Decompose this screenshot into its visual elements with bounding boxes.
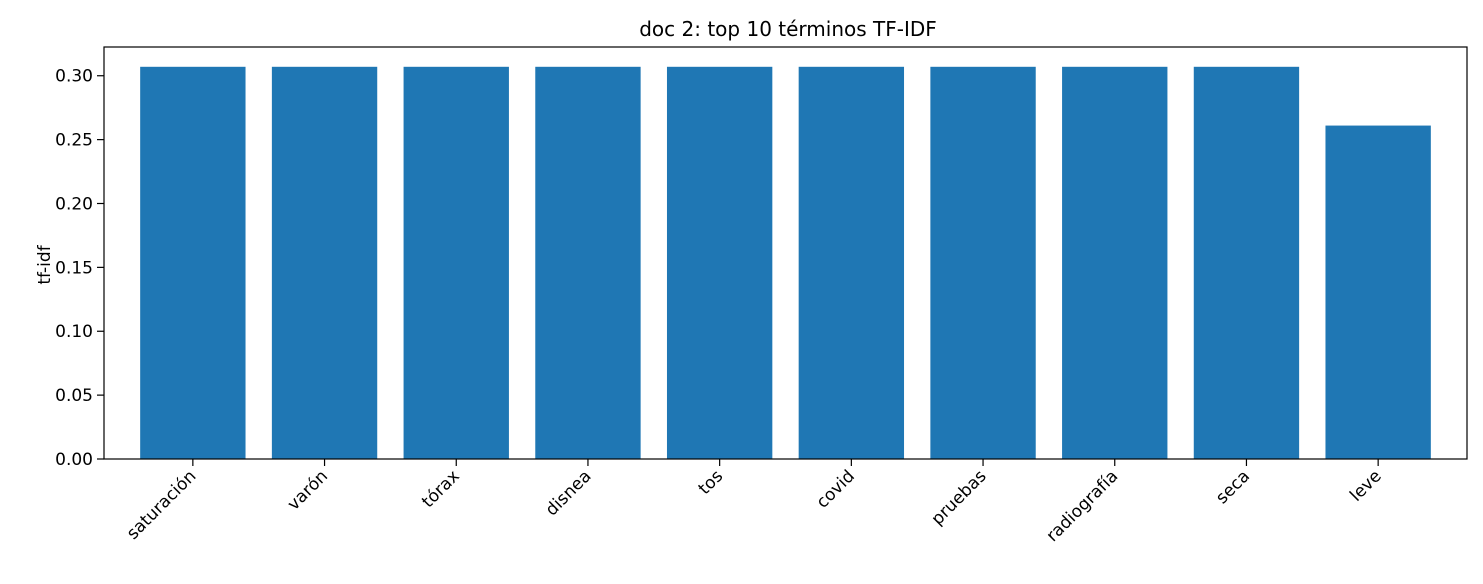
bar-7 [1062, 66, 1168, 460]
bar-5 [798, 66, 905, 460]
x-tick-label-6: pruebas [928, 466, 991, 529]
x-tick-label-4: tos [695, 466, 728, 499]
bar-6 [930, 66, 1036, 460]
y-tick-label-4: 0.20 [55, 194, 93, 214]
y-tick-label-2: 0.10 [55, 322, 93, 342]
y-tick-label-3: 0.15 [55, 258, 93, 278]
x-tick-label-0: saturación [123, 466, 200, 543]
x-tick-label-7: radiografía [1043, 466, 1123, 546]
x-tick-label-1: varón [284, 466, 332, 514]
bar-0 [140, 66, 246, 460]
bar-4 [666, 66, 773, 460]
x-tick-label-3: disnea [542, 466, 596, 520]
x-axis: saturación varón tórax disnea tos covid prueba… [123, 459, 1386, 546]
bar-8 [1193, 66, 1300, 460]
chart-title: doc 2: top 10 términos TF-IDF [639, 17, 937, 41]
x-tick-label-9: leve [1346, 466, 1385, 505]
y-axis-label: tf-idf [35, 244, 55, 284]
x-tick-label-8: seca [1212, 466, 1254, 508]
x-tick-label-5: covid [813, 466, 859, 512]
bar-2 [403, 66, 509, 460]
y-tick-label-6: 0.30 [55, 67, 93, 87]
x-tick-label-2: tórax [418, 466, 464, 512]
y-tick-label-5: 0.25 [55, 131, 93, 151]
y-axis: 0.00 0.05 0.10 0.15 0.20 0.25 0.30 [55, 67, 104, 470]
bar-1 [271, 66, 378, 460]
y-tick-label-1: 0.05 [55, 386, 93, 406]
bar-3 [535, 66, 641, 460]
bars-group [140, 66, 1431, 460]
bar-9 [1325, 125, 1431, 459]
y-tick-label-0: 0.00 [55, 450, 93, 470]
plot-frame [103, 46, 1468, 460]
